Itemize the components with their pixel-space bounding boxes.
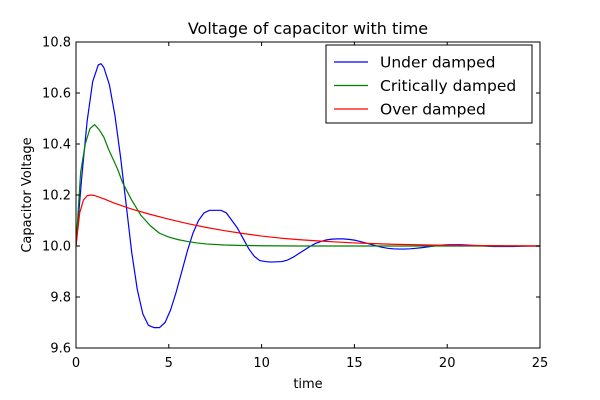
series-line-critically-damped <box>76 124 540 247</box>
x-tick-label: 5 <box>165 356 173 371</box>
x-tick-label: 0 <box>72 356 80 371</box>
y-tick-label: 10.6 <box>42 87 71 102</box>
y-tick-label: 9.8 <box>50 291 71 306</box>
x-tick-label: 20 <box>439 356 456 371</box>
y-tick-label: 10.0 <box>42 240 71 255</box>
x-tick-label: 25 <box>532 356 549 371</box>
y-tick-label: 10.4 <box>42 138 71 153</box>
y-axis: 9.6 9.8 10.0 10.2 10.4 10.6 10.8 <box>42 36 540 357</box>
legend-label: Over damped <box>380 101 486 119</box>
y-axis-label: Capacitor Voltage <box>20 137 35 252</box>
legend: Under damped Critically damped Over damped <box>325 44 533 124</box>
legend-label: Critically damped <box>380 77 516 95</box>
y-tick-label: 10.2 <box>42 189 71 204</box>
legend-box <box>325 44 533 124</box>
chart-title: Voltage of capacitor with time <box>188 19 428 38</box>
series-layer <box>76 63 540 329</box>
legend-label: Under damped <box>380 54 496 72</box>
series-line-over-damped <box>76 194 540 247</box>
x-tick-label: 15 <box>346 356 363 371</box>
x-axis-label: time <box>293 377 322 392</box>
x-axis: 0 5 10 15 20 25 <box>72 42 548 371</box>
x-tick-label: 10 <box>253 356 270 371</box>
y-tick-label: 9.6 <box>50 342 71 357</box>
y-tick-label: 10.8 <box>42 36 71 51</box>
